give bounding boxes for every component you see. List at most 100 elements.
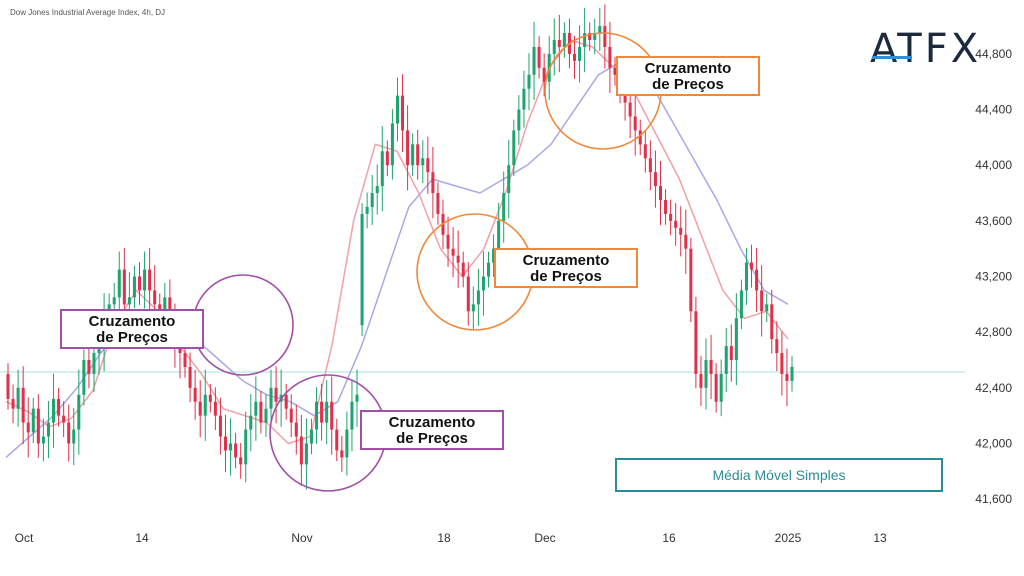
candle-up [471, 304, 475, 312]
candle-down [638, 130, 642, 145]
candle-up [345, 429, 349, 458]
candle-down [426, 158, 430, 173]
candle-down [674, 220, 678, 228]
candle-up [117, 269, 121, 298]
candle-down [669, 213, 673, 221]
candle-down [213, 401, 217, 416]
candle-down [780, 353, 784, 374]
candle-down [694, 311, 698, 374]
candle-down [385, 151, 389, 166]
sma-fast-line [5, 39, 789, 445]
candle-down [466, 276, 470, 312]
candle-down [461, 262, 465, 277]
candle-up [16, 387, 20, 409]
candle-down [416, 144, 420, 166]
x-tick-label: 18 [437, 531, 451, 545]
candle-down [699, 373, 703, 388]
candle-up [72, 429, 76, 444]
y-tick-label: 44,000 [975, 158, 1012, 172]
annotation-line2: de Preços [652, 76, 724, 93]
candle-up [370, 193, 374, 207]
candle-down [750, 262, 754, 270]
candle-up [578, 46, 582, 61]
candle-down [289, 408, 293, 423]
candle-up [481, 276, 485, 291]
candle-down [401, 95, 405, 131]
candle-up [411, 144, 415, 166]
candle-down [770, 304, 774, 340]
candle-down [709, 360, 713, 374]
candle-up [350, 401, 354, 430]
candle-down [36, 408, 40, 444]
candle-down [218, 415, 222, 437]
candle-up [244, 429, 248, 465]
x-tick-label: Oct [15, 531, 34, 545]
candle-down [183, 353, 187, 367]
candle-up [552, 40, 556, 54]
annotation-line1: Cruzamento [522, 252, 610, 269]
candle-down [689, 248, 693, 312]
candle-up [765, 304, 769, 312]
candle-up [562, 33, 566, 47]
candle-down [608, 46, 612, 68]
candle-down [451, 248, 455, 256]
candle-down [193, 387, 197, 402]
candle-down [11, 398, 15, 409]
candle-up [739, 290, 743, 319]
annotation-line2: de Preços [530, 268, 602, 285]
candle-up [112, 297, 116, 305]
candle-down [335, 429, 339, 451]
candle-up [365, 206, 369, 214]
candle-down [259, 401, 263, 423]
annotation-line2: de Preços [396, 430, 468, 447]
candle-up [41, 436, 45, 444]
candle-up [593, 33, 597, 40]
y-tick-label: 44,800 [975, 47, 1012, 61]
candle-down [643, 144, 647, 159]
x-axis: Oct 14 Nov 18 Dec 16 2025 13 [15, 531, 887, 545]
candle-up [719, 373, 723, 402]
candle-up [486, 262, 491, 277]
candle-up [46, 422, 50, 437]
candle-down [178, 346, 182, 354]
candle-up [325, 401, 329, 423]
candle-up [734, 318, 738, 360]
candle-up [52, 398, 56, 423]
candle-down [658, 186, 663, 200]
annotation-box-2: Cruzamento de Preços [360, 410, 504, 450]
candle-up [704, 360, 708, 388]
candle-up [163, 297, 167, 319]
candle-down [320, 401, 324, 423]
candle-down [456, 255, 460, 263]
annotation-line1: Cruzamento [88, 313, 176, 330]
candle-down [785, 373, 789, 381]
candle-down [406, 130, 410, 166]
y-axis: 41,600 42,000 42,400 42,800 43,200 43,600 44,0… [975, 47, 1012, 506]
candle-down [294, 422, 298, 437]
candle-up [31, 408, 35, 433]
candle-down [537, 46, 541, 68]
candle-down [628, 102, 632, 117]
candle-down [613, 67, 617, 75]
candle-up [476, 290, 480, 305]
candle-up [132, 276, 136, 298]
candle-down [446, 234, 450, 249]
candle-up [249, 415, 253, 430]
chart-header: Dow Jones Industrial Average Index, 4h, … [10, 8, 166, 17]
sma-legend-box: Média Móvel Simples [615, 458, 943, 492]
candle-down [198, 401, 202, 416]
candles [6, 4, 794, 490]
annotation-line1: Cruzamento [388, 414, 476, 431]
candle-down [284, 394, 288, 409]
candle-down [153, 290, 157, 305]
candle-down [755, 269, 759, 291]
candle-up [264, 408, 268, 423]
logo-accent-bar [872, 56, 912, 59]
candle-down [340, 450, 344, 458]
candle-up [77, 394, 81, 430]
atfx-logo: ATFX [870, 26, 982, 72]
candle-down [122, 269, 126, 305]
y-tick-label: 42,800 [975, 325, 1012, 339]
candle-down [234, 443, 238, 458]
annotation-line1: Cruzamento [644, 60, 732, 77]
